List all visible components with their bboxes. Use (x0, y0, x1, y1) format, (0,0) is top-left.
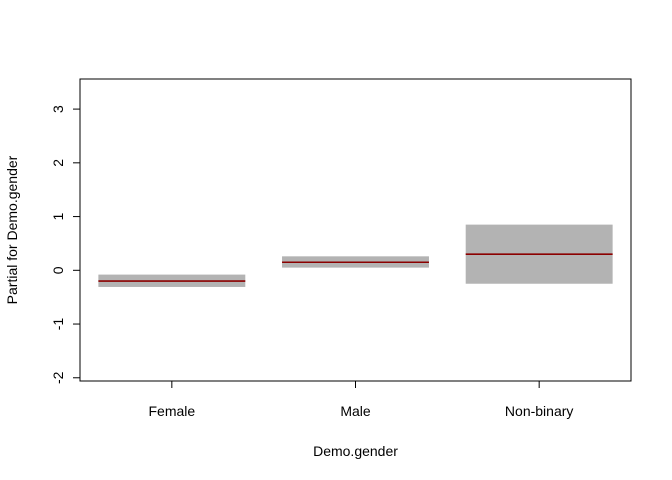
y-tick-label: -1 (50, 318, 66, 331)
x-tick-label: Non-binary (505, 403, 573, 419)
y-tick-label: 0 (50, 266, 66, 274)
x-tick-label: Male (340, 403, 371, 419)
y-axis: -2 -1 0 1 2 3 (50, 105, 81, 384)
y-tick-label: 2 (50, 159, 66, 167)
y-axis-label: Partial for Demo.gender (4, 155, 20, 304)
estimate-lines (98, 253, 613, 282)
x-axis: Female Male Non-binary (148, 380, 573, 419)
y-tick-label: 3 (50, 105, 66, 113)
x-tick-label: Female (148, 403, 195, 419)
confidence-bands (98, 224, 613, 287)
y-tick-label: -2 (50, 371, 66, 384)
x-axis-label: Demo.gender (313, 443, 398, 459)
y-tick-label: 1 (50, 212, 66, 220)
